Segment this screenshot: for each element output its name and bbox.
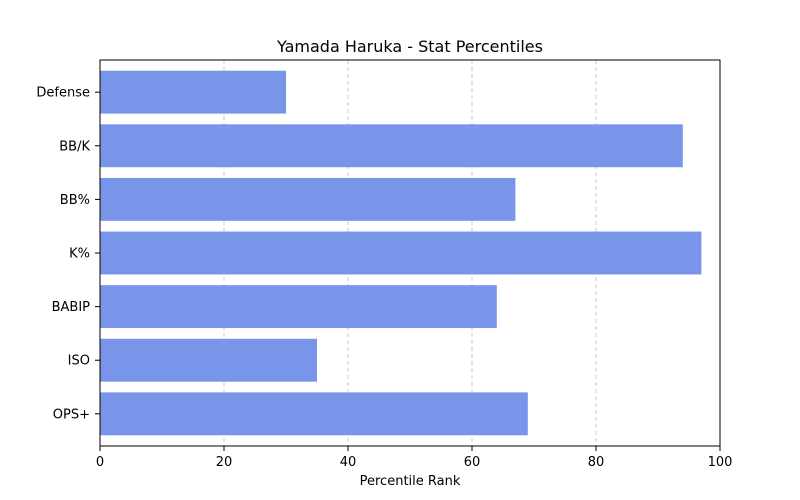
bar [100, 124, 683, 168]
x-tick-label: 0 [96, 455, 104, 470]
bar [100, 231, 702, 275]
bar [100, 338, 317, 382]
y-axis-ticks: OPS+ ISO BABIP K% BB% BB/K Defense [36, 86, 100, 422]
y-tick-label: BB/K [59, 139, 90, 154]
bar [100, 70, 286, 114]
x-axis-label: Percentile Rank [360, 474, 461, 489]
bar [100, 285, 497, 329]
bar [100, 177, 516, 221]
bar [100, 392, 528, 436]
bars [100, 70, 702, 436]
y-tick-label: K% [69, 247, 90, 262]
x-tick-label: 40 [340, 455, 357, 470]
chart-title: Yamada Haruka - Stat Percentiles [276, 37, 543, 56]
y-tick-label: BB% [60, 193, 90, 208]
y-tick-label: Defense [36, 86, 90, 101]
x-tick-label: 100 [708, 455, 733, 470]
y-tick-label: ISO [68, 354, 90, 369]
x-tick-label: 80 [588, 455, 605, 470]
x-tick-label: 60 [464, 455, 481, 470]
x-tick-label: 20 [216, 455, 233, 470]
y-tick-label: OPS+ [53, 407, 90, 422]
x-axis-ticks: 0 20 40 60 80 100 [96, 446, 733, 470]
y-tick-label: BABIP [52, 300, 91, 315]
